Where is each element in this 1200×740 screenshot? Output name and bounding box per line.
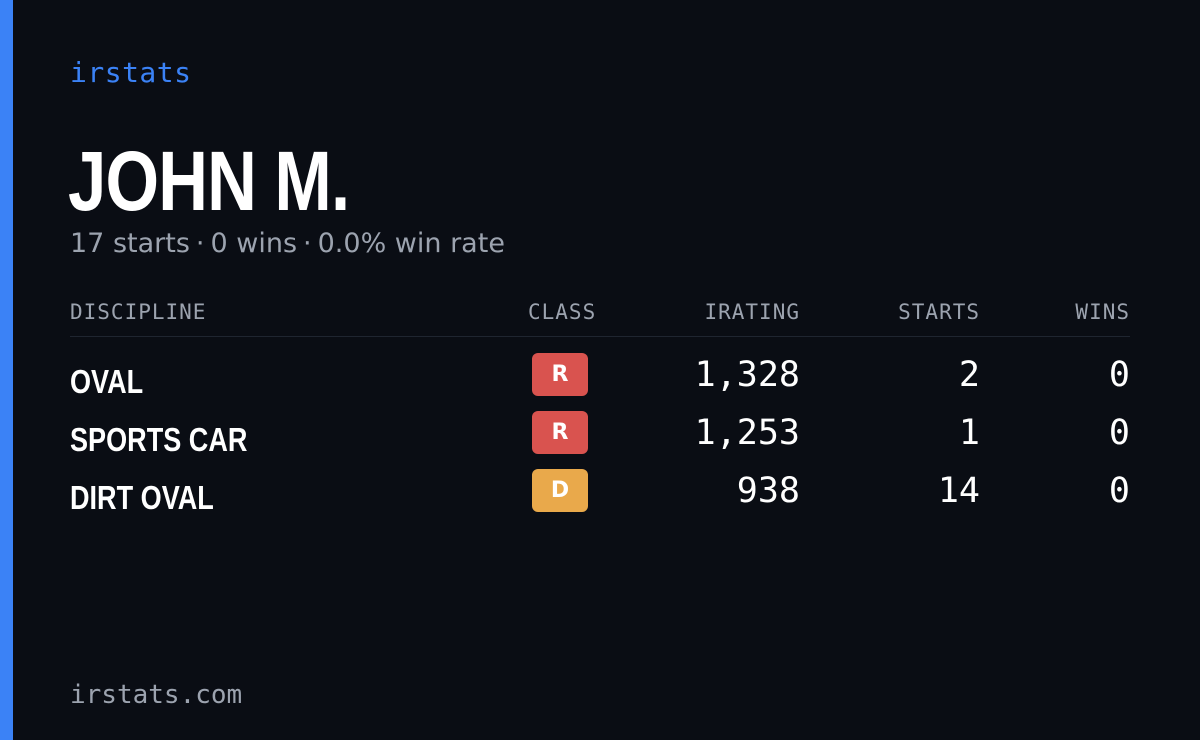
discipline-name: OVAL: [70, 363, 144, 400]
stats-table: DISCIPLINE CLASS IRATING STARTS WINS OVA…: [70, 296, 1130, 527]
brand-logo-text: irstats: [70, 56, 192, 89]
irating-value: 1,253: [694, 413, 800, 453]
driver-summary: 17 starts · 0 wins · 0.0% win rate: [70, 228, 505, 259]
table-row: SPORTS CAR R 1,253 1 0: [70, 411, 1130, 469]
table-row: OVAL R 1,328 2 0: [70, 353, 1130, 411]
accent-bar: [0, 0, 13, 740]
footer-domain: irstats.com: [70, 680, 243, 710]
irating-value: 1,328: [694, 355, 800, 395]
table-body: OVAL R 1,328 2 0 SPORTS CAR R 1,253 1 0 …: [70, 353, 1130, 527]
table-header: DISCIPLINE CLASS IRATING STARTS WINS: [70, 296, 1130, 337]
wins-value: 0: [1108, 413, 1130, 453]
header-class: CLASS: [528, 300, 597, 324]
starts-value: 1: [958, 413, 980, 453]
driver-name: JOHN M.: [68, 134, 350, 228]
starts-value: 14: [937, 471, 980, 511]
summary-wins: 0 wins: [210, 228, 298, 259]
class-badge: R: [532, 411, 588, 454]
discipline-name: DIRT OVAL: [70, 479, 214, 516]
starts-value: 2: [958, 355, 980, 395]
header-starts: STARTS: [898, 300, 980, 324]
summary-separator: ·: [303, 228, 312, 259]
summary-starts: 17 starts: [70, 228, 190, 259]
header-irating: IRATING: [704, 300, 800, 324]
class-badge: D: [532, 469, 588, 512]
header-discipline: DISCIPLINE: [70, 300, 207, 324]
summary-win-rate: 0.0% win rate: [317, 228, 505, 259]
table-row: DIRT OVAL D 938 14 0: [70, 469, 1130, 527]
wins-value: 0: [1108, 355, 1130, 395]
summary-separator: ·: [195, 228, 205, 259]
discipline-name: SPORTS CAR: [70, 421, 248, 458]
header-wins: WINS: [1075, 300, 1130, 324]
wins-value: 0: [1108, 471, 1130, 511]
class-badge: R: [532, 353, 588, 396]
irating-value: 938: [736, 471, 800, 511]
